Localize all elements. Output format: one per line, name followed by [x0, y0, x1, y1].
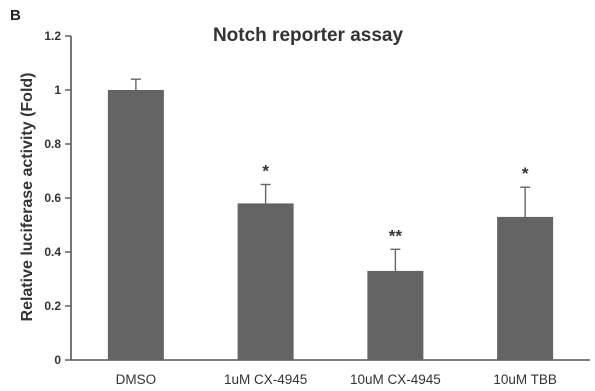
y-axis-label: Relative luciferase activity (Fold) [19, 73, 36, 322]
bars [107, 90, 554, 360]
y-axis-ticks: 0 0.2 0.4 0.6 0.8 1 1.2 [44, 29, 71, 367]
y-tick-label: 0.6 [44, 191, 61, 205]
y-tick-label: 0.4 [44, 245, 61, 259]
bar [237, 203, 294, 360]
x-category-label: DMSO [116, 372, 157, 387]
chart-title: Notch reporter assay [213, 25, 404, 46]
significance-marker: * [262, 162, 269, 181]
significance-marker: * [522, 164, 529, 183]
significance-marker: ** [389, 226, 403, 245]
bar [367, 270, 424, 360]
y-tick-label: 0.2 [44, 299, 61, 313]
x-axis-category-labels: DMSO 1uM CX-4945 10uM CX-4945 10uM TBB [116, 372, 557, 387]
error-bars [130, 78, 531, 271]
y-tick-label: 0.8 [44, 137, 61, 151]
x-category-label: 10uM CX-4945 [350, 372, 441, 387]
y-tick-label: 1 [54, 83, 61, 97]
y-tick-label: 1.2 [44, 29, 61, 43]
x-category-label: 1uM CX-4945 [224, 372, 307, 387]
bar [107, 90, 164, 360]
x-category-label: 10uM TBB [493, 372, 557, 387]
panel-label: B [10, 7, 21, 24]
bar [497, 216, 554, 360]
significance-markers: **** [262, 162, 529, 246]
y-tick-label: 0 [54, 353, 61, 367]
